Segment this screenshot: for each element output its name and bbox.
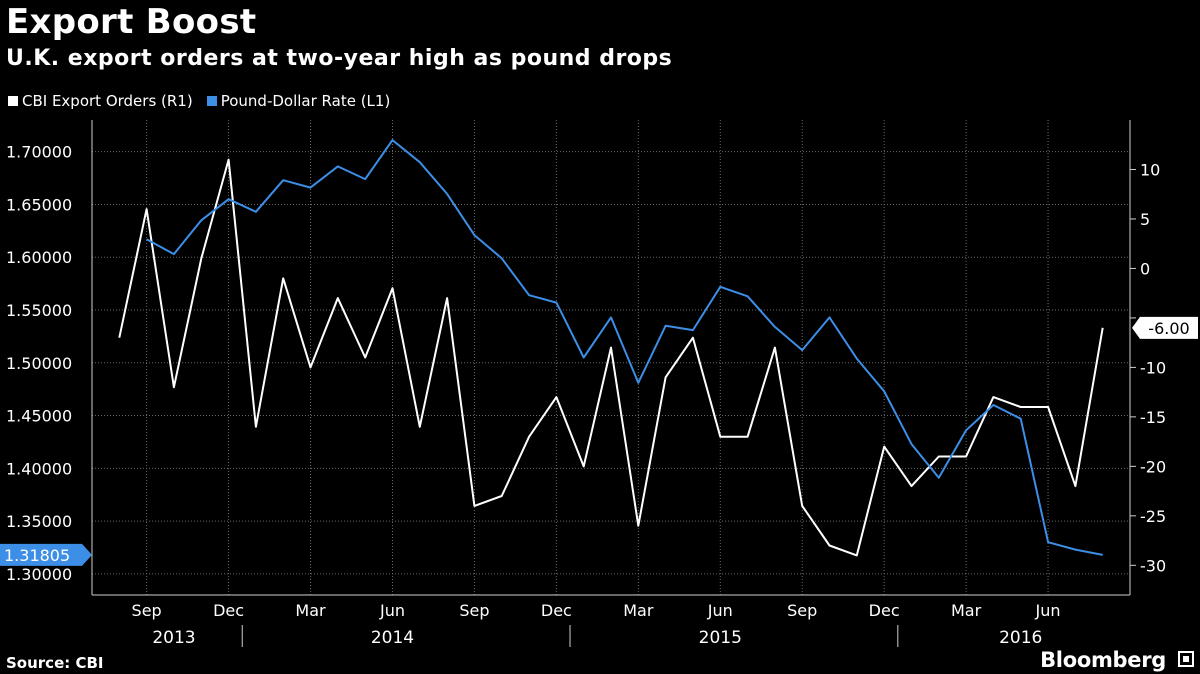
x-tick-label: Jun [707,601,733,620]
x-tick-label: Sep [132,601,162,620]
legend-label-export-orders: CBI Export Orders (R1) [22,92,193,110]
legend-item-export-orders: CBI Export Orders (R1) [8,92,193,110]
y-left-tick-label: 1.30000 [6,565,72,584]
y-left-tick-label: 1.65000 [6,195,72,214]
pound-dollar-last-value-tag [0,543,92,566]
x-tick-label: Sep [459,601,489,620]
y-right-tick-label: -15 [1140,408,1166,427]
y-left-tick-label: 1.45000 [6,407,72,426]
y-right-tick-label: 5 [1140,210,1150,229]
x-year-label: 2014 [371,628,414,648]
x-tick-label: Jun [1035,601,1061,620]
legend-swatch-export-orders [8,96,18,106]
y-right-tick-label: -30 [1140,556,1166,575]
y-left-tick-label: 1.55000 [6,301,72,320]
chart-subtitle: U.K. export orders at two-year high as p… [6,46,673,71]
y-left-tick-label: 1.35000 [6,512,72,531]
y-left-tick-label: 1.70000 [6,143,72,162]
x-tick-label: Sep [787,601,817,620]
y-right-tick-label: -20 [1140,457,1166,476]
x-tick-label: Mar [295,601,326,620]
x-tick-label: Dec [213,601,244,620]
bloomberg-logo: Bloomberg [1040,648,1166,672]
chart-title: Export Boost [6,2,257,42]
y-left-tick-label: 1.60000 [6,248,72,267]
x-year-label: 2013 [152,628,195,648]
y-right-tick-label: 0 [1140,259,1150,278]
pound-dollar-line [146,139,1103,556]
y-left-tick-label: 1.40000 [6,459,72,478]
y-left-tick-label: 1.50000 [6,354,72,373]
y-right-tick-label: -25 [1140,507,1166,526]
x-tick-label: Dec [541,601,572,620]
x-year-label: 2016 [999,628,1042,648]
export-orders-last-value-tag [1132,316,1198,339]
source-note: Source: CBI [6,654,104,672]
bloomberg-square-icon [1178,651,1194,667]
legend-swatch-pound-dollar [206,96,217,106]
x-tick-label: Dec [869,601,900,620]
x-tick-label: Mar [951,601,982,620]
legend-label-pound-dollar: Pound-Dollar Rate (L1) [220,92,391,110]
pound-dollar-last-value-label: 1.31805 [4,546,70,565]
legend-item-pound-dollar: Pound-Dollar Rate (L1) [206,92,391,110]
x-year-label: 2015 [699,628,742,648]
export-orders-last-value-label: -6.00 [1148,319,1189,338]
chart-legend: CBI Export Orders (R1) Pound-Dollar Rate… [8,92,390,110]
x-tick-label: Mar [623,601,654,620]
y-right-tick-label: -10 [1140,358,1166,377]
export-orders-line [118,158,1104,557]
y-right-tick-label: 10 [1140,160,1160,179]
x-tick-label: Jun [379,601,405,620]
